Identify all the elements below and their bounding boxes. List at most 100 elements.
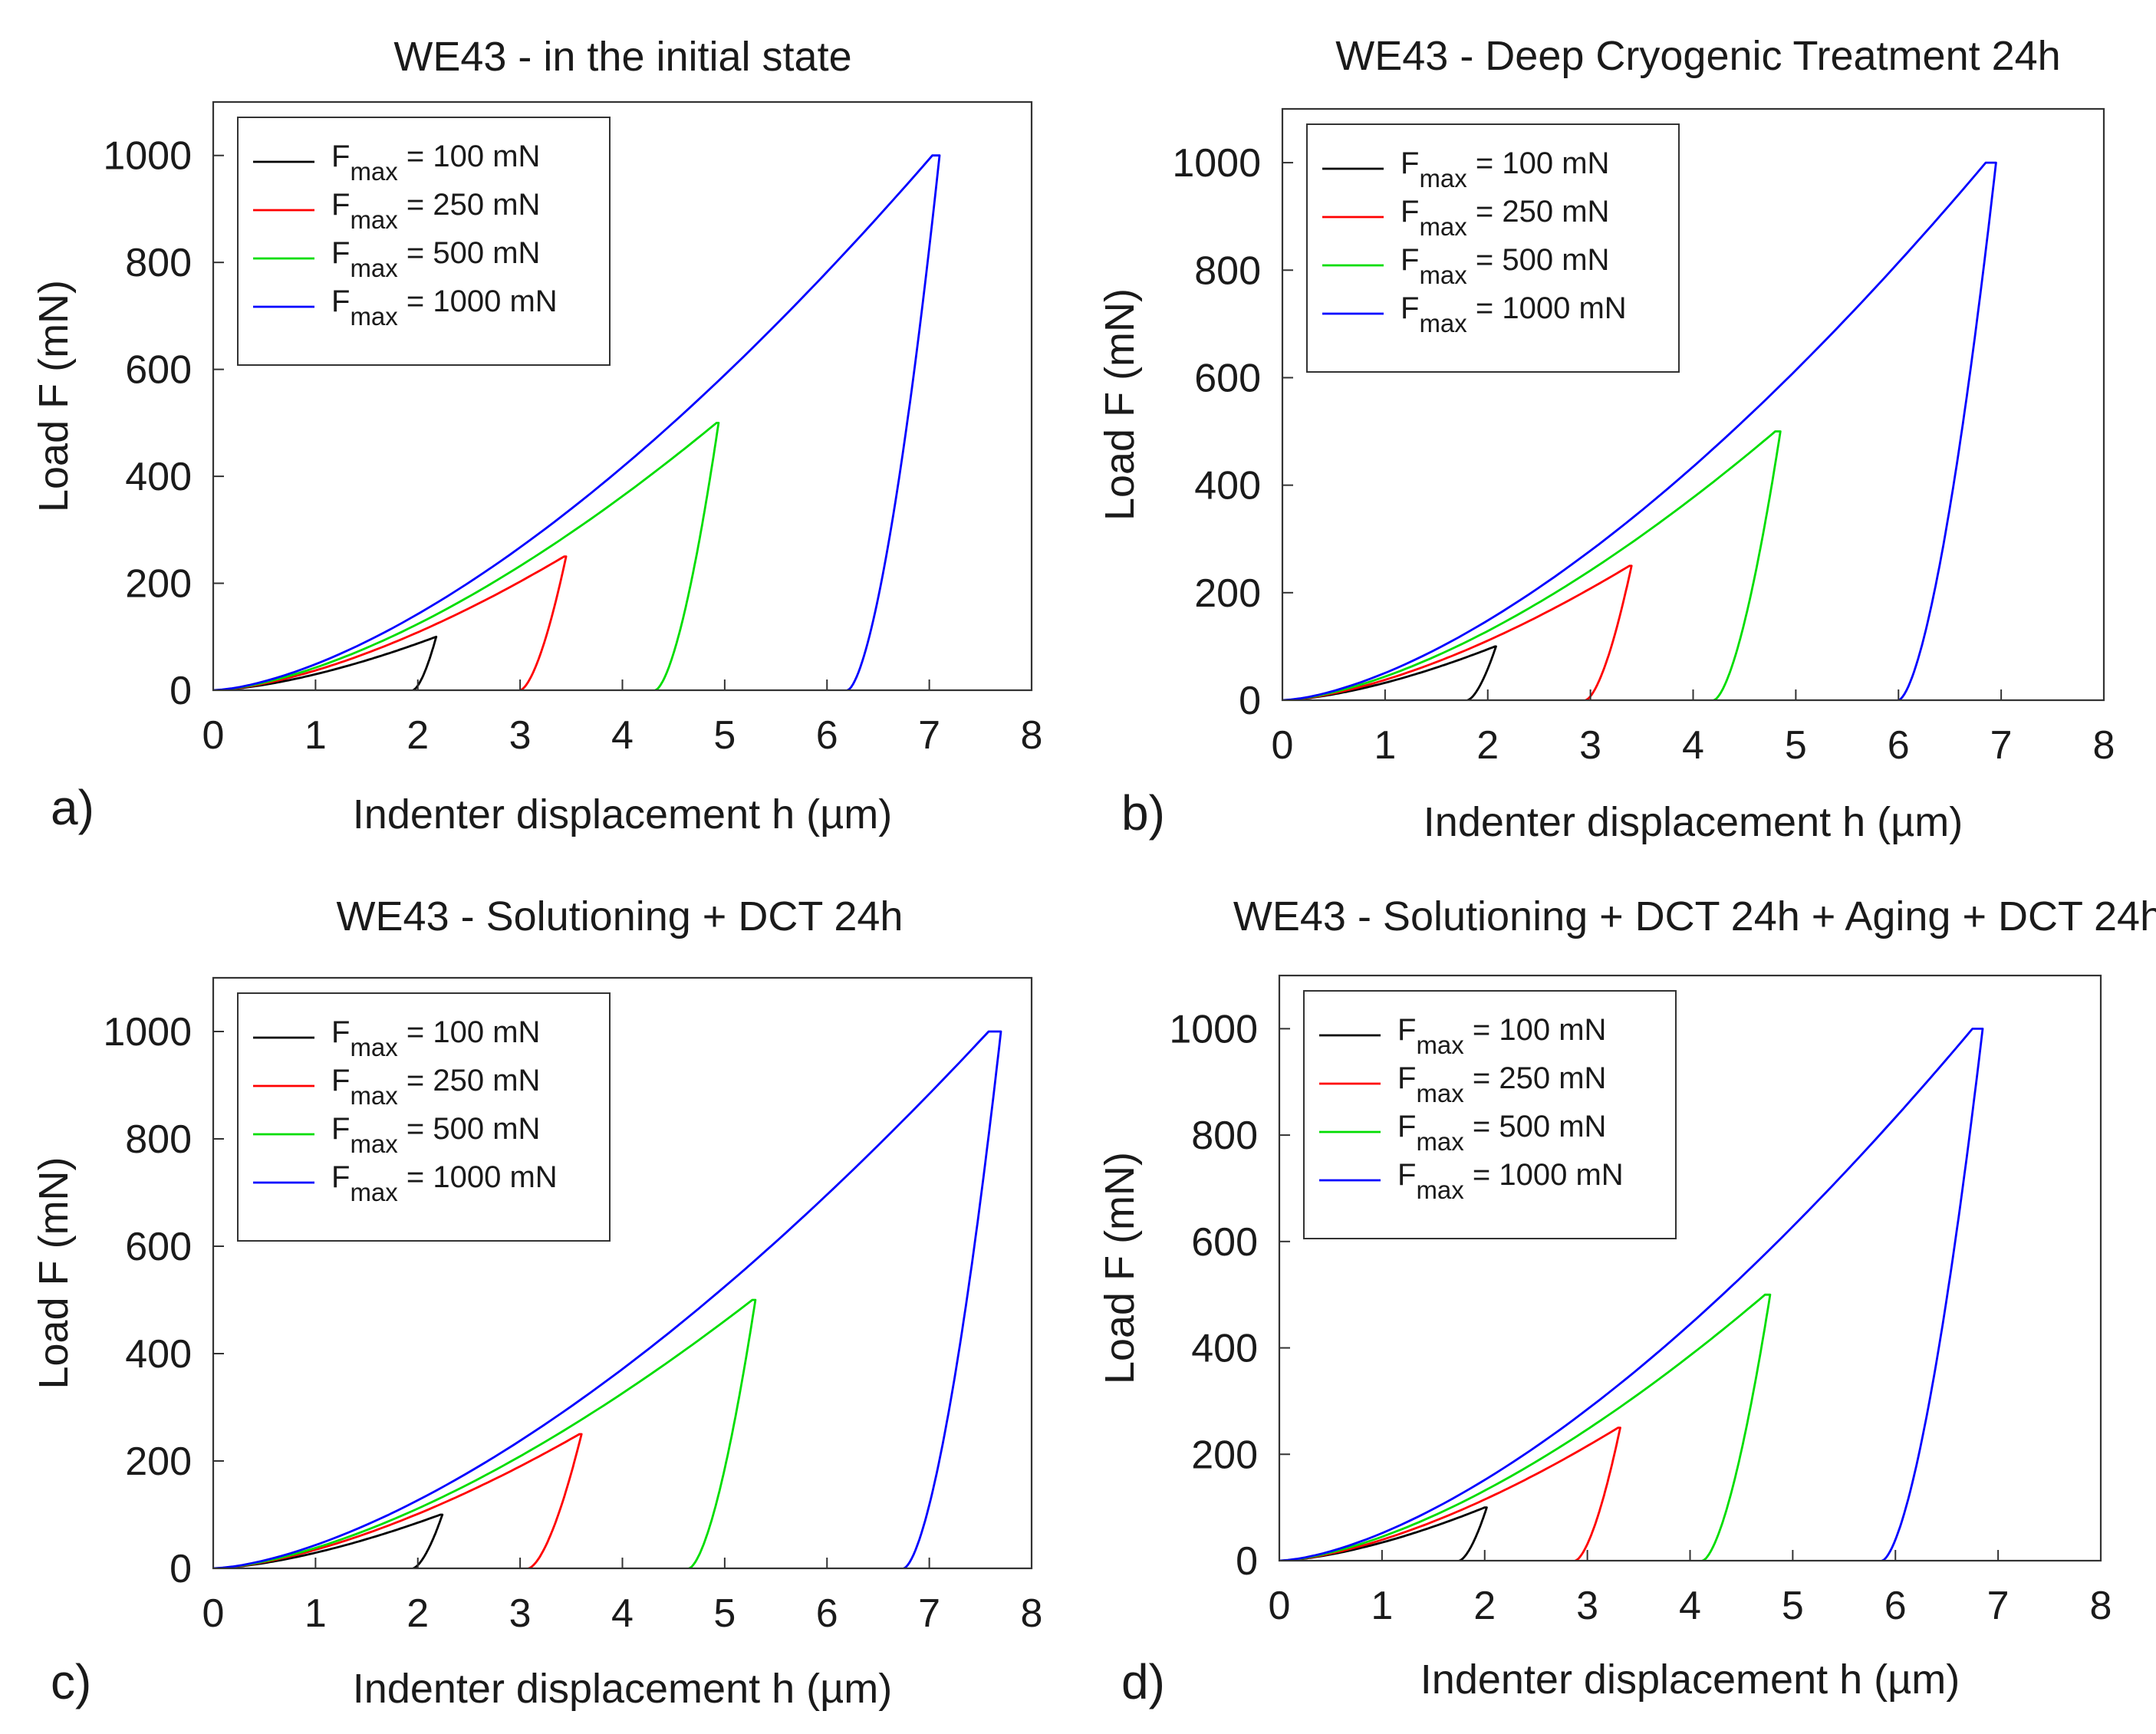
- y-axis-label: Load F (mN): [31, 1157, 77, 1389]
- x-tick-label: 5: [1785, 723, 1807, 768]
- series-line-2: [1279, 1426, 1621, 1561]
- legend-value: = 500 mN: [398, 236, 541, 270]
- legend-box: [1303, 990, 1677, 1239]
- x-axis-label: Indenter displacement h (µm): [1420, 1657, 1960, 1703]
- x-tick-label: 8: [1021, 713, 1043, 758]
- legend-value: = 500 mN: [1467, 243, 1610, 277]
- series-line-2: [213, 555, 568, 690]
- legend-entry-1: Fmax = 100 mN: [1401, 146, 1609, 192]
- y-tick-label: 600: [1191, 1220, 1258, 1265]
- legend-subscript: max: [1419, 309, 1467, 337]
- legend-symbol: F: [331, 1112, 350, 1146]
- legend-symbol: F: [331, 236, 350, 270]
- legend-value: = 1000 mN: [398, 285, 558, 318]
- legend-entry-4: Fmax = 1000 mN: [331, 1160, 558, 1206]
- chart-title: WE43 - Deep Cryogenic Treatment 24h: [1335, 33, 2060, 79]
- legend-subscript: max: [1416, 1079, 1464, 1107]
- y-tick-label: 800: [125, 1117, 192, 1162]
- curves: [1279, 1028, 1984, 1561]
- legend-entry-2: Fmax = 250 mN: [1397, 1061, 1606, 1107]
- legend-entry-4: Fmax = 1000 mN: [331, 285, 558, 331]
- x-tick-label: 2: [407, 713, 429, 758]
- x-axis-label: Indenter displacement h (µm): [353, 1666, 892, 1712]
- x-tick-label: 0: [202, 713, 225, 758]
- series-line-2: [213, 1433, 583, 1568]
- legend-entry-1: Fmax = 100 mN: [331, 140, 540, 186]
- y-tick-label: 0: [170, 1547, 192, 1591]
- panel-letter: c): [51, 1654, 91, 1709]
- curves: [1282, 161, 1997, 700]
- y-tick-label: 600: [125, 1225, 192, 1269]
- y-tick-label: 200: [125, 1440, 192, 1484]
- legend-entry-1: Fmax = 100 mN: [1397, 1013, 1606, 1059]
- y-tick-label: 0: [170, 669, 192, 713]
- chart-title: WE43 - in the initial state: [393, 34, 851, 80]
- curves: [213, 154, 941, 690]
- y-tick-label: 200: [1194, 571, 1261, 616]
- x-tick-label: 1: [1371, 1584, 1393, 1628]
- legend-subscript: max: [350, 1081, 398, 1110]
- chart-panel-2: WE43 - Deep Cryogenic Treatment 24h 0 1 2 3 4…: [1097, 33, 2115, 845]
- x-tick-label: 6: [1884, 1584, 1907, 1628]
- chart-title: WE43 - Solutioning + DCT 24h: [337, 893, 904, 939]
- legend-entry-3: Fmax = 500 mN: [331, 236, 540, 282]
- legend-entry-2: Fmax = 250 mN: [331, 188, 540, 234]
- legend-value: = 1000 mN: [398, 1160, 558, 1194]
- x-tick-label: 8: [2090, 1584, 2112, 1628]
- series-line-2: [1282, 564, 1633, 700]
- x-tick-label: 3: [509, 1591, 532, 1636]
- x-tick-label: 1: [304, 1591, 327, 1636]
- legend-subscript: max: [350, 254, 398, 282]
- y-axis-label: Load F (mN): [1097, 1152, 1143, 1384]
- legend-symbol: F: [331, 1160, 350, 1194]
- legend-symbol: F: [1397, 1158, 1416, 1192]
- x-tick-label: 1: [1374, 723, 1396, 768]
- x-tick-label: 4: [1682, 723, 1704, 768]
- panel-letter: a): [51, 780, 94, 835]
- legend-symbol: F: [331, 1064, 350, 1097]
- y-tick-label: 800: [1191, 1114, 1258, 1158]
- y-tick-label: 1000: [1172, 141, 1261, 186]
- x-tick-label: 6: [1888, 723, 1910, 768]
- x-tick-label: 0: [1269, 1584, 1291, 1628]
- x-tick-label: 5: [1782, 1584, 1804, 1628]
- legend-entry-4: Fmax = 1000 mN: [1401, 291, 1627, 337]
- x-tick-label: 0: [1272, 723, 1294, 768]
- y-tick-label: 800: [1194, 248, 1261, 293]
- legend-subscript: max: [1416, 1127, 1464, 1156]
- series-line-3: [1282, 430, 1782, 700]
- series-line-1: [213, 635, 438, 690]
- legend-subscript: max: [1416, 1176, 1464, 1204]
- legend-value: = 500 mN: [398, 1112, 541, 1146]
- series-line-3: [1279, 1293, 1772, 1561]
- legend-subscript: max: [1416, 1031, 1464, 1059]
- x-axis-label: Indenter displacement h (µm): [1424, 799, 1963, 845]
- x-tick-label: 7: [1987, 1584, 2010, 1628]
- series-line-3: [213, 1298, 757, 1568]
- legend-symbol: F: [1401, 146, 1419, 180]
- x-tick-label: 4: [611, 1591, 634, 1636]
- series-line-4: [213, 1030, 1002, 1568]
- legend-symbol: F: [1401, 243, 1419, 277]
- series-line-1: [1279, 1506, 1488, 1561]
- curves: [213, 1030, 1002, 1568]
- x-tick-label: 8: [1021, 1591, 1043, 1636]
- legend-value: = 250 mN: [1464, 1061, 1607, 1095]
- x-tick-label: 5: [713, 713, 736, 758]
- chart-panel-3: WE43 - Solutioning + DCT 24h 0 1 2 3 4 5 6 7 8 0 20…: [31, 893, 1042, 1712]
- legend-symbol: F: [1401, 291, 1419, 325]
- y-axis-label: Load F (mN): [1097, 288, 1143, 521]
- y-tick-label: 400: [1191, 1327, 1258, 1371]
- legend-box: [1306, 123, 1680, 373]
- legend-symbol: F: [331, 188, 350, 222]
- y-tick-label: 1000: [1169, 1007, 1258, 1051]
- x-tick-label: 3: [1576, 1584, 1598, 1628]
- legend-entry-2: Fmax = 250 mN: [331, 1064, 540, 1110]
- x-axis-label: Indenter displacement h (µm): [353, 791, 892, 837]
- y-tick-label: 600: [1194, 356, 1261, 400]
- legend-entry-4: Fmax = 1000 mN: [1397, 1158, 1624, 1204]
